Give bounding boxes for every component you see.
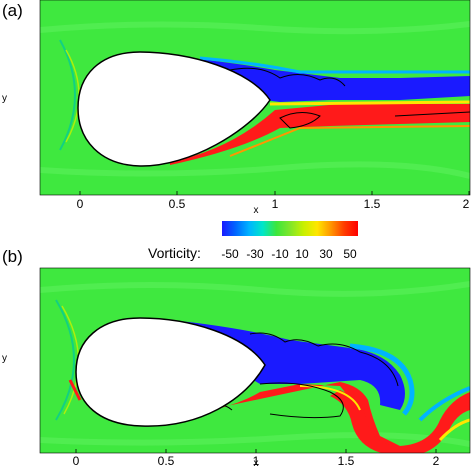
panel-a-body bbox=[77, 51, 271, 167]
panel-a-xlabel: x bbox=[254, 205, 259, 216]
panel-a-negative-shear-layer bbox=[150, 55, 470, 102]
colorbar-tick: -50 bbox=[221, 247, 239, 261]
panel-b-body bbox=[75, 317, 266, 427]
panel-a-xaxis bbox=[79, 191, 470, 195]
panel-b-wake-tail bbox=[330, 390, 470, 453]
colorbar-title: Vorticity: bbox=[148, 245, 201, 261]
panel-b-xtick: 1.5 bbox=[338, 454, 355, 467]
panel-a-xtick: 0 bbox=[77, 197, 84, 211]
panel-a-xtick: 2 bbox=[463, 197, 470, 211]
panel-a-positive-shear-layer bbox=[170, 104, 470, 165]
panel-a-xtick: 0.5 bbox=[169, 197, 186, 211]
colorbar-tick: 10 bbox=[295, 247, 309, 261]
panel-b-label: (b) bbox=[2, 247, 23, 266]
colorbar-ramp bbox=[222, 221, 358, 236]
panel-a-label: (a) bbox=[2, 1, 23, 20]
panel-a-ylabel: y bbox=[2, 93, 7, 104]
panel-a: (a) y 0 0.5 1 1.5 2 x bbox=[2, 0, 471, 216]
colorbar-tick: 30 bbox=[319, 247, 333, 261]
colorbar: Vorticity: -50 -30 -10 10 30 50 bbox=[148, 221, 358, 261]
panel-b-xlabel: x bbox=[254, 458, 259, 467]
colorbar-tick: 50 bbox=[343, 247, 357, 261]
panel-a-xtick: 1.5 bbox=[364, 197, 381, 211]
panel-b-xtick: 1 bbox=[253, 454, 260, 467]
panel-b-xaxis bbox=[75, 449, 437, 453]
panel-b-ylabel: y bbox=[2, 353, 7, 364]
panel-b-xtick: 2 bbox=[433, 454, 440, 467]
colorbar-tick: -30 bbox=[246, 247, 264, 261]
colorbar-tick: -10 bbox=[271, 247, 289, 261]
panel-b-xtick: 0.5 bbox=[158, 454, 175, 467]
panel-b-xtick: 0 bbox=[73, 454, 80, 467]
panel-b: (b) y 0 0.5 1 1.5 2 x bbox=[2, 247, 471, 467]
panel-a-xtick: 1 bbox=[272, 197, 279, 211]
